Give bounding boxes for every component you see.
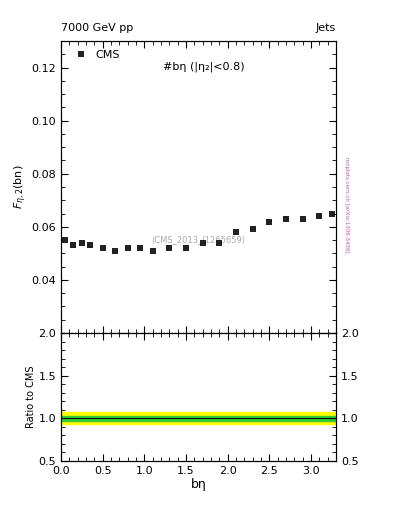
CMS	[267, 219, 272, 225]
CMS	[250, 226, 255, 232]
X-axis label: bη: bη	[191, 478, 206, 492]
CMS	[125, 245, 130, 251]
Text: mcplots.cern.ch [arXiv:1306.3436]: mcplots.cern.ch [arXiv:1306.3436]	[344, 157, 349, 252]
CMS	[300, 216, 305, 222]
CMS	[63, 237, 68, 243]
Text: #bη (|η₂|<0.8): #bη (|η₂|<0.8)	[163, 61, 245, 72]
CMS	[100, 245, 105, 251]
CMS	[79, 240, 84, 246]
CMS	[71, 242, 76, 248]
Text: Jets: Jets	[316, 23, 336, 33]
CMS	[317, 213, 322, 219]
Line: CMS: CMS	[62, 211, 334, 253]
CMS	[200, 240, 205, 246]
Y-axis label: $F_{\eta,2}$(bn): $F_{\eta,2}$(bn)	[12, 165, 29, 209]
CMS	[284, 216, 288, 222]
CMS	[167, 245, 172, 251]
Text: 7000 GeV pp: 7000 GeV pp	[61, 23, 133, 33]
CMS	[217, 240, 222, 246]
Legend: CMS: CMS	[66, 47, 123, 63]
CMS	[113, 248, 118, 254]
CMS	[88, 242, 92, 248]
CMS	[138, 245, 143, 251]
CMS	[184, 245, 188, 251]
CMS	[233, 229, 238, 235]
Y-axis label: Ratio to CMS: Ratio to CMS	[26, 366, 35, 428]
CMS	[150, 248, 155, 254]
CMS	[329, 210, 334, 217]
Text: (CMS_2013_I1265659): (CMS_2013_I1265659)	[151, 235, 246, 244]
